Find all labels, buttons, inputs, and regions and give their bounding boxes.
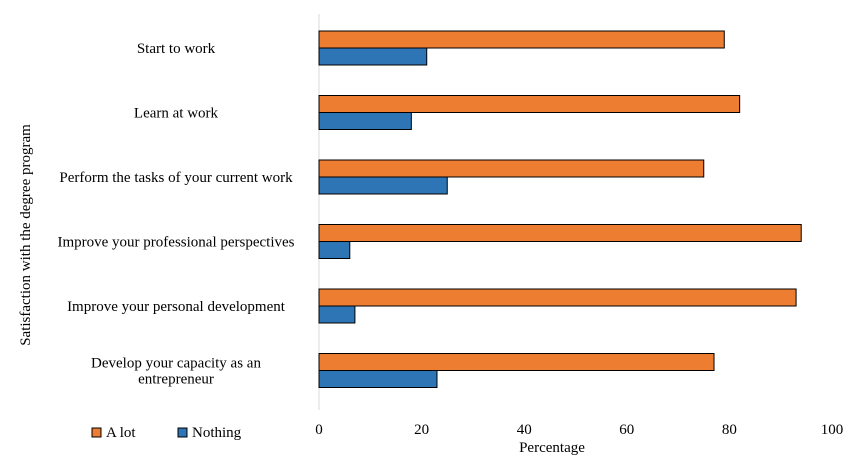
category-label: entrepreneur [138,372,214,388]
bar-nothing-5 [318,305,356,324]
bars-group [318,30,802,388]
bar-nothing-4 [318,241,351,259]
legend-swatch-a-lot [91,427,102,438]
x-tick-labels: 0 20 40 60 80 100 [315,422,843,438]
category-label: Improve your personal development [67,299,286,315]
legend-label-nothing: Nothing [192,425,242,441]
legend-label-a-lot: A lot [106,425,136,441]
category-label: Develop your capacity as an [91,356,261,372]
x-tick-label: 0 [315,422,323,438]
bar-a-lot-2 [318,95,741,113]
x-tick-label: 60 [619,422,634,438]
y-axis-title: Satisfaction with the degree program [18,124,34,346]
bar-nothing-3 [318,176,448,195]
x-axis-title: Percentage [519,440,585,456]
bar-nothing-1 [318,47,428,66]
x-tick-label: 20 [414,422,429,438]
bar-a-lot-6 [318,353,715,371]
bar-a-lot-3 [318,159,705,178]
category-label: Learn at work [134,106,219,122]
bar-a-lot-4 [318,224,802,242]
legend: A lot Nothing [91,425,242,441]
legend-swatch-nothing [177,427,188,438]
x-tick-label: 80 [722,422,737,438]
x-tick-label: 100 [821,422,844,438]
bar-a-lot-5 [318,288,797,307]
x-tick-label: 40 [517,422,532,438]
category-label: Improve your professional perspectives [57,235,294,251]
category-labels: Start to work Learn at work Perform the ta… [57,41,294,388]
category-label: Start to work [137,41,216,57]
bar-nothing-6 [318,370,438,388]
bar-nothing-2 [318,112,412,130]
category-label: Perform the tasks of your current work [59,170,293,186]
bar-a-lot-1 [318,30,725,49]
